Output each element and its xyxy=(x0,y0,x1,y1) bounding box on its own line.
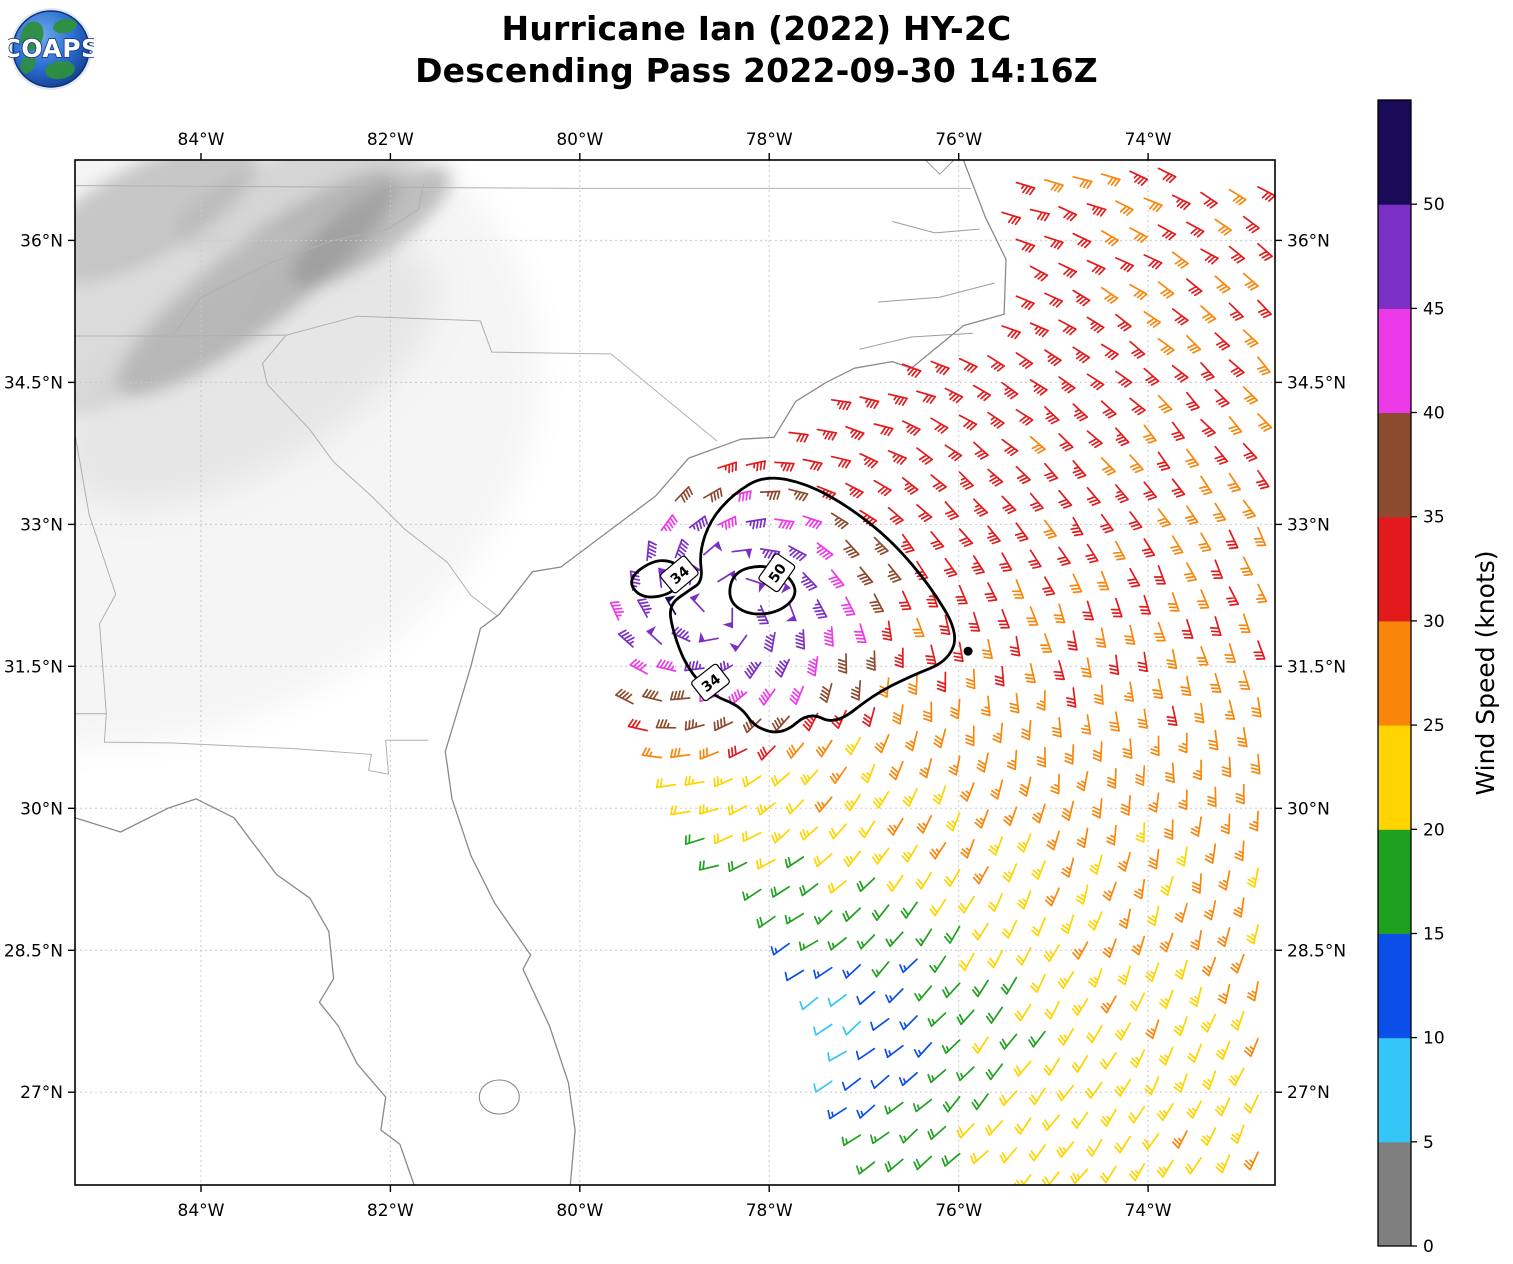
state-border-line xyxy=(74,434,117,714)
x-tick-label-bottom: 80°W xyxy=(556,1201,603,1221)
lake-okeechobee xyxy=(478,1079,520,1115)
colorbar-tick-label: 25 xyxy=(1423,716,1445,736)
y-tick-label-right: 30°N xyxy=(1287,799,1330,819)
colorbar-tick-label: 30 xyxy=(1423,612,1445,632)
point-marker-dot xyxy=(963,646,973,656)
x-tick-label-top: 76°W xyxy=(935,130,982,150)
colorbar-tick-label: 35 xyxy=(1423,508,1445,528)
colorbar: 0 5 10 15 20 25 30 35 40 45 50 Wind Speed (knots) xyxy=(1377,99,1500,1257)
y-tick-label-left: 33°N xyxy=(20,515,63,535)
x-tick-label-bottom: 82°W xyxy=(367,1201,414,1221)
colorbar-segment-30-35kt xyxy=(1378,516,1411,622)
estuary-line xyxy=(892,221,980,234)
state-border-line xyxy=(261,334,497,616)
colorbar-tick-label: 50 xyxy=(1423,195,1445,215)
x-tick-label-top: 78°W xyxy=(746,130,793,150)
colorbar-segment-20-25kt xyxy=(1378,725,1411,830)
wind-barbs-bin-40-45kt xyxy=(609,490,867,706)
colorbar-frame xyxy=(1377,99,1412,1247)
wind-barbs xyxy=(609,167,1275,1185)
y-tick-label-right: 34.5°N xyxy=(1287,373,1346,393)
x-tick-label-bottom: 76°W xyxy=(935,1201,982,1221)
wind-barbs-bin-5-10kt xyxy=(799,993,862,1093)
colorbar-tick-label: 15 xyxy=(1423,925,1445,945)
coaps-logo-globe-icon: COAPS xyxy=(8,8,94,90)
colorbar-segment-25-30kt xyxy=(1378,620,1411,726)
y-tick-label-right: 28.5°N xyxy=(1287,941,1346,961)
colorbar-segment-45-50kt xyxy=(1378,204,1411,309)
x-tick-label-bottom: 74°W xyxy=(1125,1201,1172,1221)
wind-barbs-bin-30-35kt xyxy=(627,167,1275,761)
wind-barbs-bin-20-25kt xyxy=(655,736,1259,1185)
y-tick-label-right: 33°N xyxy=(1287,515,1330,535)
colorbar-tick-label: 0 xyxy=(1423,1237,1434,1257)
x-tick-label-top: 74°W xyxy=(1125,130,1172,150)
colorbar-segment-5-10kt xyxy=(1378,1037,1411,1143)
estuary-line xyxy=(859,332,973,350)
colorbar-segment-35-40kt xyxy=(1378,412,1411,518)
y-tick-label-left: 30°N xyxy=(20,799,63,819)
colorbar-segment-40-45kt xyxy=(1378,308,1411,414)
wind-barbs-bin-15-20kt xyxy=(684,834,1046,1175)
coaps-logo: COAPS xyxy=(8,6,94,92)
contour-label: 50 xyxy=(758,553,796,593)
wind-barbs-bin-35-40kt xyxy=(615,486,902,734)
colorbar-tick-label: 45 xyxy=(1423,299,1445,319)
x-tick-label-top: 80°W xyxy=(556,130,603,150)
colorbar-segment-0-5kt xyxy=(1378,1141,1411,1247)
x-tick-label-bottom: 84°W xyxy=(178,1201,225,1221)
coaps-logo-text: COAPS xyxy=(8,34,94,63)
colorbar-tick-label: 20 xyxy=(1423,820,1445,840)
colorbar-segment-10-15kt xyxy=(1378,933,1411,1039)
estuary-line xyxy=(878,282,995,303)
y-tick-label-left: 31.5°N xyxy=(4,657,63,677)
y-tick-label-left: 27°N xyxy=(20,1083,63,1103)
x-tick-label-top: 84°W xyxy=(178,130,225,150)
state-border-line xyxy=(75,334,287,337)
state-borders xyxy=(74,183,971,775)
colorbar-tick-label: 40 xyxy=(1423,404,1445,424)
y-tick-label-right: 27°N xyxy=(1287,1083,1330,1103)
terrain-relief xyxy=(75,160,540,748)
y-tick-label-left: 28.5°N xyxy=(4,941,63,961)
state-border-line xyxy=(74,185,971,189)
chart-subtitle: Descending Pass 2022-09-30 14:16Z xyxy=(415,51,1098,91)
chart-title: Hurricane Ian (2022) HY-2C xyxy=(501,9,1012,48)
wind-radius-contour-50kt xyxy=(728,565,797,616)
wind-radius-contour-34kt xyxy=(669,476,957,734)
colorbar-title: Wind Speed (knots) xyxy=(1471,550,1500,795)
colorbar-segment-15-20kt xyxy=(1378,829,1411,934)
x-tick-label-top: 82°W xyxy=(367,130,414,150)
wind-barb-flags-bin-50-55kt xyxy=(665,595,676,603)
colorbar-tick-label: 10 xyxy=(1423,1029,1445,1049)
colorbar-segment-50-55kt xyxy=(1378,100,1411,205)
map-gridlines xyxy=(75,160,1275,1185)
y-tick-label-left: 34.5°N xyxy=(4,373,63,393)
y-tick-label-right: 36°N xyxy=(1287,231,1330,251)
point-marker xyxy=(963,646,973,656)
estuary-line xyxy=(925,159,955,175)
figure-titles: Hurricane Ian (2022) HY-2C Descending Pa… xyxy=(0,8,1513,92)
wind-barbs-bin-10-15kt xyxy=(770,942,933,1120)
y-tick-label-right: 31.5°N xyxy=(1287,657,1346,677)
state-border-line xyxy=(173,183,424,336)
axis-ticks-and-labels: 84°W 84°W 82°W 82°W 80°W 80°W 78°W 78°W 76°W 76°W… xyxy=(4,130,1346,1221)
x-tick-label-bottom: 78°W xyxy=(746,1201,793,1221)
y-tick-label-left: 36°N xyxy=(20,231,63,251)
wind-barbs-bin-25-30kt xyxy=(641,173,1273,1171)
state-border-line xyxy=(75,713,429,775)
colorbar-tick-label: 5 xyxy=(1423,1133,1434,1153)
map-frame xyxy=(74,159,1276,1186)
coastline-gulf xyxy=(74,798,415,1186)
state-border-line xyxy=(286,315,718,442)
